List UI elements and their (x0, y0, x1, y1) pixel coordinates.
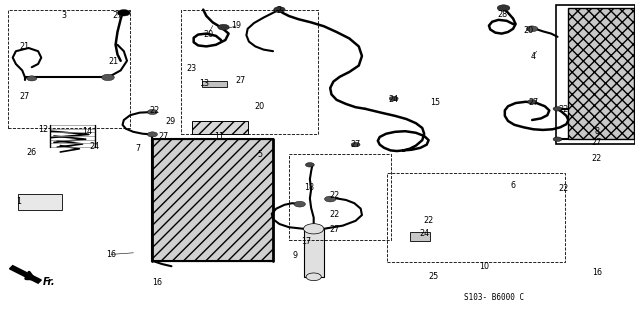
Circle shape (102, 74, 114, 81)
Text: 28: 28 (498, 10, 508, 19)
Bar (202, 81, 227, 87)
Bar (289, 154, 391, 240)
Circle shape (389, 96, 398, 101)
Text: 25: 25 (429, 272, 439, 281)
Text: 24: 24 (89, 142, 99, 151)
Text: 27: 27 (235, 76, 245, 85)
Polygon shape (10, 266, 41, 283)
Circle shape (218, 24, 229, 30)
Circle shape (27, 76, 37, 81)
Circle shape (147, 132, 157, 137)
Text: 14: 14 (83, 127, 93, 136)
Text: 8: 8 (594, 127, 599, 136)
Bar (410, 232, 430, 241)
Text: 27: 27 (528, 98, 538, 107)
Text: 22: 22 (559, 105, 569, 114)
Text: 20: 20 (254, 102, 264, 111)
Circle shape (324, 196, 336, 202)
Text: 7: 7 (136, 144, 141, 153)
Text: 6: 6 (511, 181, 516, 190)
Text: 4: 4 (531, 52, 536, 60)
Text: 20: 20 (523, 26, 533, 35)
Text: 24: 24 (389, 95, 399, 104)
Text: 10: 10 (479, 262, 489, 271)
Circle shape (274, 7, 285, 12)
Bar (152, 139, 273, 261)
Text: 15: 15 (430, 98, 440, 107)
Text: 1: 1 (17, 197, 22, 206)
Text: 21: 21 (108, 57, 118, 66)
Circle shape (528, 100, 537, 104)
Text: 27: 27 (112, 11, 123, 20)
Text: 18: 18 (304, 183, 314, 192)
Text: 27: 27 (351, 140, 361, 149)
Bar (568, 8, 634, 139)
Bar (387, 173, 565, 262)
Bar (8, 10, 130, 128)
Circle shape (294, 201, 305, 207)
Text: 22: 22 (149, 106, 159, 115)
Text: 16: 16 (592, 268, 602, 277)
Text: 19: 19 (231, 21, 241, 30)
Text: 2: 2 (277, 6, 282, 15)
Bar (304, 229, 324, 277)
Text: 16: 16 (152, 278, 163, 287)
Circle shape (526, 26, 538, 32)
Circle shape (305, 163, 314, 167)
Text: 26: 26 (27, 148, 37, 157)
Text: 3: 3 (61, 11, 66, 20)
Circle shape (553, 107, 562, 111)
Text: 17: 17 (301, 237, 311, 246)
Text: 9: 9 (293, 252, 298, 260)
Text: 13: 13 (199, 79, 210, 88)
Circle shape (147, 109, 157, 115)
Text: 27: 27 (330, 225, 340, 234)
Bar (192, 121, 248, 134)
Text: 22: 22 (330, 191, 340, 200)
Text: 20: 20 (203, 30, 213, 39)
Text: 5: 5 (258, 150, 263, 159)
Text: 27: 27 (592, 138, 602, 147)
Text: 22: 22 (592, 154, 602, 163)
Bar (556, 5, 635, 144)
Text: 24: 24 (419, 229, 429, 238)
Circle shape (306, 273, 321, 281)
Text: 22: 22 (559, 184, 569, 193)
Circle shape (553, 137, 562, 141)
Circle shape (497, 5, 510, 11)
Text: S103- B6000 C: S103- B6000 C (464, 293, 524, 302)
Text: 29: 29 (165, 117, 175, 126)
Text: 22: 22 (424, 216, 434, 225)
Text: 12: 12 (38, 125, 48, 134)
Text: 11: 11 (214, 132, 224, 141)
Text: 23: 23 (187, 64, 197, 73)
Circle shape (117, 10, 130, 16)
Text: Fr.: Fr. (43, 277, 56, 287)
Text: 27: 27 (159, 132, 169, 140)
Text: 27: 27 (19, 92, 29, 101)
Text: 21: 21 (19, 42, 29, 51)
Circle shape (304, 224, 324, 234)
Text: 22: 22 (330, 210, 340, 219)
Bar (18, 194, 62, 210)
Circle shape (351, 142, 360, 147)
Bar (181, 10, 318, 134)
Text: 16: 16 (106, 250, 116, 259)
